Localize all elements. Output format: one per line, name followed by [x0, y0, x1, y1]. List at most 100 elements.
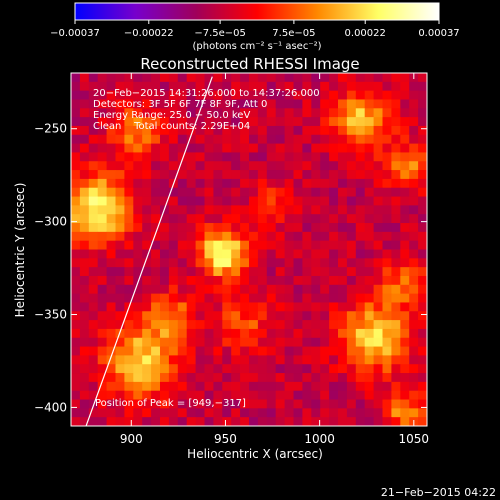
heatmap-cell — [302, 328, 312, 339]
heatmap-cell — [160, 249, 170, 259]
heatmap-cell — [168, 258, 179, 268]
heatmap-cell — [257, 99, 268, 109]
heatmap-cell — [364, 108, 374, 118]
heatmap-cell — [142, 293, 152, 303]
heatmap-cell — [382, 205, 392, 215]
heatmap-cell — [284, 187, 294, 197]
heatmap-cell — [338, 152, 348, 162]
heatmap-cell — [71, 152, 81, 162]
heatmap-cell — [106, 390, 116, 400]
heatmap-cell — [293, 108, 303, 118]
heatmap-cell — [151, 408, 161, 418]
heatmap-cell — [355, 373, 366, 383]
heatmap-cell — [418, 99, 427, 109]
heatmap-cell — [302, 134, 312, 144]
heatmap-cell — [222, 267, 232, 277]
heatmap-cell — [257, 417, 268, 426]
heatmap-cell — [364, 161, 374, 171]
heatmap-cell — [409, 364, 419, 374]
heatmap-cell — [418, 417, 427, 426]
heatmap-cell — [204, 320, 214, 330]
y-tick-label: −300 — [34, 215, 67, 229]
heatmap-cell — [293, 170, 303, 180]
heatmap-cell — [71, 205, 81, 215]
heatmap-cell — [204, 196, 214, 206]
heatmap-cell — [391, 205, 401, 215]
heatmap-cell — [382, 223, 392, 233]
heatmap-cell — [266, 258, 277, 268]
heatmap-cell — [302, 381, 312, 392]
heatmap-cell — [346, 170, 357, 180]
heatmap-cell — [409, 381, 419, 392]
heatmap-cell — [106, 249, 116, 259]
heatmap-cell — [71, 346, 81, 356]
heatmap-cell — [71, 302, 81, 312]
heatmap-cell — [293, 240, 303, 250]
heatmap-cell — [355, 223, 366, 233]
heatmap-cell — [373, 293, 383, 303]
heatmap-cell — [71, 187, 81, 197]
heatmap-cell — [249, 381, 259, 392]
heatmap-cell — [115, 231, 125, 242]
heatmap-cell — [266, 302, 277, 312]
heatmap-cell — [400, 408, 410, 418]
heatmap-cell — [195, 240, 205, 250]
heatmap-cell — [195, 196, 205, 206]
heatmap-cell — [284, 408, 294, 418]
heatmap-cell — [195, 390, 205, 400]
heatmap-cell — [249, 187, 259, 197]
heatmap-cell — [168, 117, 179, 127]
heatmap-cell — [124, 117, 134, 127]
heatmap-cell — [142, 417, 152, 426]
heatmap-cell — [382, 99, 392, 109]
heatmap-cell — [320, 90, 330, 100]
heatmap-cell — [186, 125, 196, 136]
heatmap-cell — [320, 373, 330, 383]
heatmap-cell — [88, 275, 99, 286]
heatmap-cell — [160, 381, 170, 392]
heatmap-cell — [382, 311, 392, 321]
heatmap-cell — [409, 196, 419, 206]
heatmap-cell — [106, 337, 116, 347]
heatmap-cell — [364, 275, 374, 286]
heatmap-cell — [151, 117, 161, 127]
heatmap-cell — [88, 231, 99, 242]
heatmap-cell — [222, 373, 232, 383]
heatmap-cell — [106, 328, 116, 339]
heatmap-cell — [382, 152, 392, 162]
heatmap-cell — [329, 381, 339, 392]
heatmap-cell — [195, 99, 205, 109]
heatmap-cell — [364, 328, 374, 339]
heatmap-cell — [391, 117, 401, 127]
heatmap-cell — [142, 187, 152, 197]
heatmap-cell — [177, 161, 188, 171]
heatmap-cell — [338, 346, 348, 356]
heatmap-cell — [364, 143, 374, 153]
heatmap-cell — [400, 108, 410, 118]
heatmap-cell — [115, 223, 125, 233]
x-tick-label: 950 — [214, 432, 237, 446]
heatmap-cell — [302, 346, 312, 356]
heatmap-cell — [249, 337, 259, 347]
heatmap-cell — [249, 125, 259, 136]
heatmap-cell — [115, 152, 125, 162]
heatmap-cell — [222, 108, 232, 118]
heatmap-cell — [97, 99, 107, 109]
heatmap-cell — [151, 258, 161, 268]
heatmap-cell — [355, 364, 366, 374]
heatmap-cell — [364, 205, 374, 215]
heatmap-cell — [293, 90, 303, 100]
peak-position-label: Position of Peak = [949,−317] — [95, 398, 246, 409]
heatmap-cell — [257, 399, 268, 409]
heatmap-cell — [373, 231, 383, 242]
heatmap-cell — [160, 284, 170, 295]
heatmap-cell — [97, 417, 107, 426]
heatmap-cell — [151, 399, 161, 409]
heatmap-cell — [222, 408, 232, 418]
heatmap-cell — [266, 73, 277, 83]
heatmap-cell — [311, 337, 321, 347]
heatmap-cell — [133, 117, 143, 127]
heatmap-cell — [115, 390, 125, 400]
heatmap-cell — [409, 99, 419, 109]
heatmap-cell — [151, 346, 161, 356]
